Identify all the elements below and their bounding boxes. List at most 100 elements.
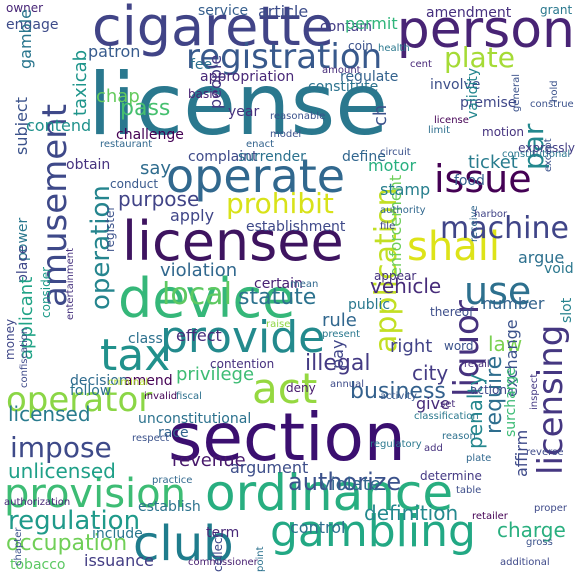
cloud-word: fee (190, 57, 213, 73)
cloud-word: word (444, 339, 474, 353)
cloud-word: add (424, 443, 443, 454)
cloud-word: limit (428, 125, 450, 136)
cloud-word: surrender (238, 149, 306, 165)
cloud-word: year (228, 104, 260, 120)
cloud-word: amend (124, 373, 173, 389)
cloud-word: authority (380, 205, 426, 216)
cloud-word: article (258, 2, 309, 21)
cloud-word: pay (328, 339, 347, 370)
cloud-word: constitute (308, 79, 379, 95)
cloud-word: effect (176, 326, 222, 345)
cloud-word: unconstitutional (138, 411, 252, 427)
cloud-word: service (198, 3, 249, 19)
cloud-word: hold (549, 80, 560, 102)
cloud-word: cent (410, 59, 432, 70)
cloud-word: vehicle (370, 274, 442, 298)
cloud-word: number (482, 294, 545, 313)
cloud-word: obtain (66, 157, 111, 173)
cloud-word: local (162, 277, 232, 312)
cloud-word: health (378, 43, 410, 54)
cloud-word: confiscation (19, 327, 30, 388)
cloud-word: present (322, 329, 361, 340)
cloud-word: thereof (430, 305, 474, 319)
cloud-word: prohibit (226, 187, 334, 220)
cloud-word: contend (26, 116, 92, 135)
cloud-word: surcharge (503, 367, 519, 437)
cloud-word: provide (160, 312, 326, 363)
cloud-word: regulate (340, 69, 399, 85)
cloud-word: term (206, 525, 240, 541)
cloud-word: licensee (122, 210, 344, 273)
cloud-word: slot (559, 297, 575, 323)
cloud-word: purpose (118, 187, 200, 211)
cloud-word: definition (364, 501, 459, 525)
cloud-word: chapter (13, 527, 24, 567)
cloud-word: file (380, 221, 396, 232)
cloud-word: apply (170, 206, 215, 225)
cloud-word: plate (466, 453, 492, 464)
cloud-word: plate (444, 41, 515, 74)
cloud-word: revenue (172, 450, 246, 471)
cloud-word: stamp (380, 180, 431, 199)
cloud-word: machine (440, 211, 569, 246)
cloud-word: chap (96, 86, 140, 107)
cloud-word: validity (465, 67, 481, 119)
cloud-word: occupation (6, 531, 128, 556)
cloud-word: motor (368, 156, 417, 175)
cloud-word: consider (39, 267, 53, 319)
cloud-word: reasonable (270, 111, 326, 122)
cloud-word: tobacco (10, 557, 66, 573)
cloud-word: ticket (468, 152, 518, 173)
cloud-word: provision (4, 471, 186, 517)
cloud-word: violate (320, 474, 381, 495)
cloud-word: constitutional (502, 149, 571, 160)
cloud-word: reason (442, 431, 476, 442)
cloud-word: establish (138, 499, 201, 515)
cloud-word: issuance (84, 551, 154, 570)
cloud-word: raise (266, 319, 291, 330)
cloud-word: enact (246, 139, 275, 150)
cloud-word: annual (330, 379, 365, 390)
cloud-word: permit (345, 14, 398, 33)
cloud-word: restaurant (100, 139, 153, 150)
cloud-word: inspect (529, 373, 540, 410)
cloud-word: right (390, 336, 433, 357)
cloud-word: money (3, 319, 17, 361)
cloud-word: amount (322, 65, 361, 76)
cloud-word: tax (100, 330, 171, 381)
cloud-word: business (350, 379, 446, 404)
cloud-word: license (88, 55, 389, 155)
cloud-word: harbor (474, 209, 508, 220)
cloud-word: patron (88, 42, 141, 61)
cloud-word: model (270, 129, 302, 140)
cloud-word: authorization (4, 497, 71, 508)
cloud-word: retailer (472, 511, 508, 522)
cloud-word: statute (238, 285, 317, 310)
cloud-word: violation (160, 260, 238, 281)
cloud-word: appear (374, 269, 417, 283)
cloud-word: impose (10, 431, 112, 464)
cloud-word: respect (132, 433, 170, 444)
cloud-word: control (290, 518, 346, 537)
cloud-word: fiscal (176, 391, 202, 402)
cloud-word: table (456, 485, 482, 496)
cloud-word: except (543, 138, 554, 172)
cloud-word: grant (540, 3, 573, 17)
cloud-word: activity (380, 391, 417, 402)
cloud-word: coin (348, 39, 373, 53)
cloud-word: public (348, 297, 391, 313)
cloud-word: give (416, 394, 450, 413)
cloud-word: use (464, 269, 532, 313)
cloud-word: authorize (288, 468, 402, 496)
cloud-word: argue (518, 248, 565, 267)
cloud-word: include (92, 526, 143, 542)
cloud-word: amendment (426, 5, 512, 21)
cloud-word: section (168, 399, 406, 476)
cloud-word: action (470, 383, 507, 397)
cloud-word: contain (320, 19, 372, 35)
cloud-word: reverse (526, 447, 564, 458)
cloud-word: taxicab (70, 49, 91, 116)
cloud-word: food (454, 173, 485, 189)
cloud-word: complaint (188, 149, 258, 165)
cloud-word: owner (6, 1, 44, 15)
